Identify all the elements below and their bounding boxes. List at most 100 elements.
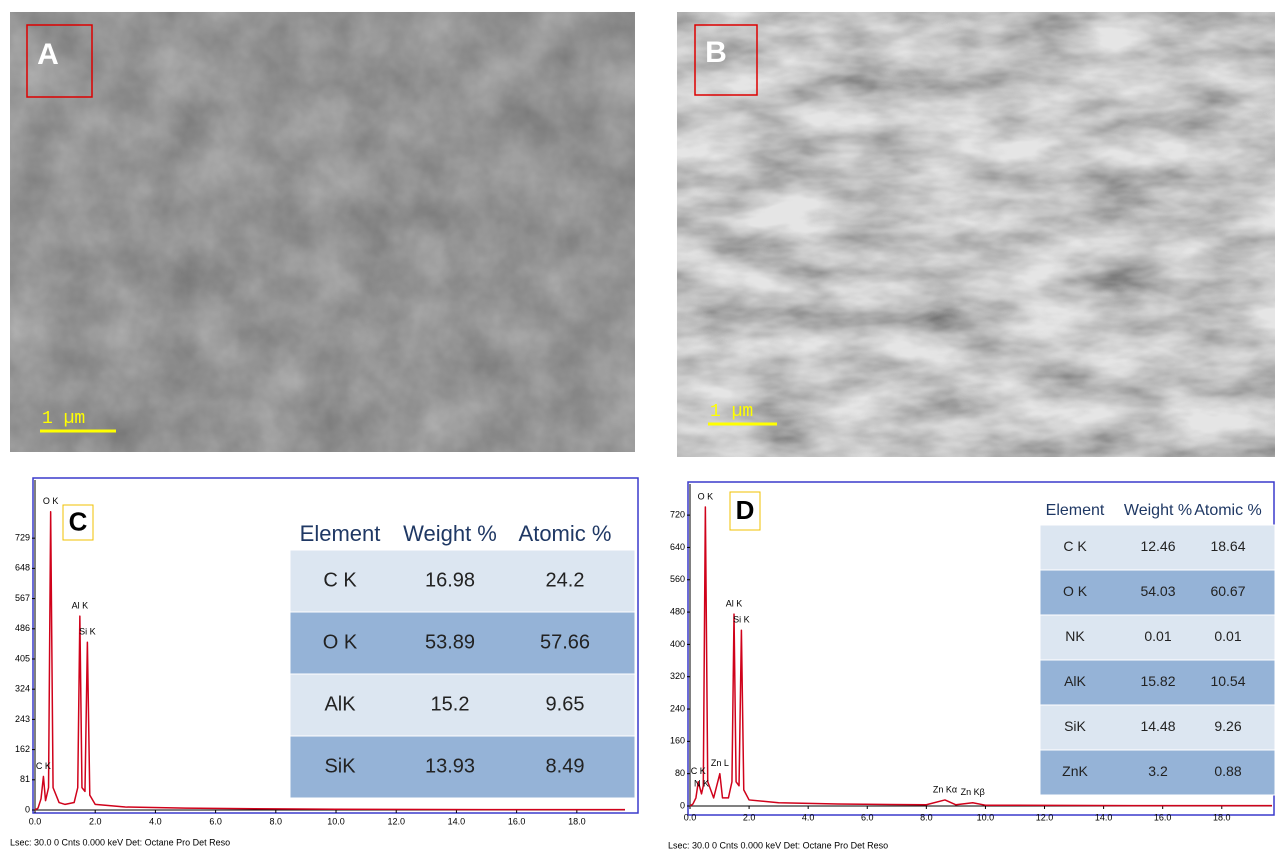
- y-tick-label: 160: [670, 736, 685, 746]
- table-cell: 15.82: [1140, 673, 1175, 689]
- panel-label: A: [37, 38, 59, 71]
- table-cell: 60.67: [1210, 583, 1245, 599]
- table-cell: 9.65: [546, 693, 585, 715]
- table-cell: ZnK: [1062, 763, 1088, 779]
- y-tick-label: 400: [670, 639, 685, 649]
- table-cell: 18.64: [1210, 538, 1245, 554]
- x-tick-label: 6.0: [209, 816, 222, 826]
- x-tick-label: 16.0: [1154, 812, 1172, 822]
- peak-label: Zn L: [711, 758, 729, 768]
- footer: Lsec: 30.0 0 Cnts 0.000 keV Det: Octane …: [10, 837, 230, 847]
- y-tick-label: 567: [15, 593, 30, 603]
- y-tick-label: 81: [20, 774, 30, 784]
- table-cell: 12.46: [1140, 538, 1175, 554]
- x-tick-label: 14.0: [448, 816, 466, 826]
- sem-texture: [677, 12, 1275, 457]
- table-cell: C K: [1063, 538, 1087, 554]
- table-header: Atomic %: [519, 521, 612, 546]
- table-cell: NK: [1065, 628, 1085, 644]
- y-tick-label: 0: [680, 800, 685, 810]
- x-tick-label: 4.0: [149, 816, 162, 826]
- table-cell: 15.2: [431, 693, 470, 715]
- scale-bar-label: 1 µm: [42, 409, 85, 429]
- table-cell: 16.98: [425, 569, 475, 591]
- y-tick-label: 648: [15, 563, 30, 573]
- x-tick-label: 18.0: [1213, 812, 1231, 822]
- table-header: Atomic %: [1194, 502, 1262, 519]
- x-tick-label: 2.0: [743, 812, 756, 822]
- x-tick-label: 16.0: [508, 816, 526, 826]
- peak-label: Si K: [79, 627, 96, 637]
- table-cell: 53.89: [425, 631, 475, 653]
- table-cell: C K: [323, 569, 357, 591]
- x-tick-label: 18.0: [568, 816, 586, 826]
- peak-label: N K: [694, 778, 709, 788]
- peak-label: C K: [691, 766, 706, 776]
- table-cell: O K: [323, 631, 358, 653]
- table-cell: O K: [1063, 583, 1088, 599]
- peak-label: Al K: [72, 600, 89, 610]
- table-cell: 0.88: [1214, 763, 1241, 779]
- x-tick-label: 8.0: [270, 816, 283, 826]
- peak-label: Si K: [733, 615, 750, 625]
- y-tick-label: 640: [670, 542, 685, 552]
- table-cell: 9.26: [1214, 718, 1241, 734]
- y-tick-label: 80: [675, 768, 685, 778]
- sem-texture: [10, 12, 635, 452]
- y-tick-label: 405: [15, 653, 30, 663]
- y-tick-label: 560: [670, 574, 685, 584]
- table-cell: 13.93: [425, 755, 475, 777]
- y-tick-label: 486: [15, 623, 30, 633]
- table-cell: 24.2: [546, 569, 585, 591]
- table-header: Weight %: [403, 521, 497, 546]
- x-tick-label: 12.0: [1036, 812, 1054, 822]
- scale-bar-label: 1 µm: [710, 402, 753, 422]
- panel-label: C: [69, 506, 88, 536]
- x-tick-label: 14.0: [1095, 812, 1113, 822]
- footer: Lsec: 30.0 0 Cnts 0.000 keV Det: Octane …: [668, 840, 888, 850]
- figure: A B 1 µm 1 µm 0 81 162 243 324 405 486 567 648 72…: [0, 0, 1275, 858]
- x-tick-label: 10.0: [327, 816, 345, 826]
- table-cell: 0.01: [1214, 628, 1241, 644]
- peak-label: C K: [36, 761, 51, 771]
- y-tick-label: 324: [15, 684, 30, 694]
- panel-label: D: [736, 495, 755, 525]
- table-cell: 8.49: [546, 755, 585, 777]
- peak-label: Zn Kα: [933, 784, 957, 794]
- table-cell: SiK: [1064, 718, 1086, 734]
- x-tick-label: 0.0: [684, 812, 697, 822]
- y-tick-label: 320: [670, 671, 685, 681]
- peak-label: O K: [43, 496, 59, 506]
- table-cell: AlK: [1064, 673, 1086, 689]
- table-header: Element: [300, 521, 381, 546]
- table-cell: 0.01: [1144, 628, 1171, 644]
- y-tick-label: 480: [670, 606, 685, 616]
- peak-label: Zn Kβ: [961, 787, 985, 797]
- x-tick-label: 8.0: [920, 812, 933, 822]
- table-header: Element: [1046, 502, 1105, 519]
- y-tick-label: 162: [15, 744, 30, 754]
- y-tick-label: 0: [25, 804, 30, 814]
- y-tick-label: 240: [670, 703, 685, 713]
- x-tick-label: 10.0: [977, 812, 995, 822]
- x-tick-label: 2.0: [89, 816, 102, 826]
- table-cell: 54.03: [1140, 583, 1175, 599]
- y-tick-label: 243: [15, 714, 30, 724]
- peak-label: Al K: [726, 598, 743, 608]
- y-tick-label: 729: [15, 533, 30, 543]
- table-cell: AlK: [324, 693, 356, 715]
- x-tick-label: 12.0: [387, 816, 405, 826]
- x-tick-label: 6.0: [861, 812, 874, 822]
- table-cell: 14.48: [1140, 718, 1175, 734]
- table-cell: 57.66: [540, 631, 590, 653]
- y-tick-label: 720: [670, 509, 685, 519]
- table-cell: 3.2: [1148, 763, 1168, 779]
- table-cell: 10.54: [1210, 673, 1245, 689]
- table-header: Weight %: [1124, 502, 1192, 519]
- peak-label: O K: [698, 491, 714, 501]
- page: A B 1 µm 1 µm 0 81 162 243 324 405 486 567 648 72…: [0, 0, 1275, 858]
- x-tick-label: 4.0: [802, 812, 815, 822]
- table-cell: SiK: [324, 755, 356, 777]
- panel-label: B: [705, 36, 727, 69]
- x-tick-label: 0.0: [29, 816, 42, 826]
